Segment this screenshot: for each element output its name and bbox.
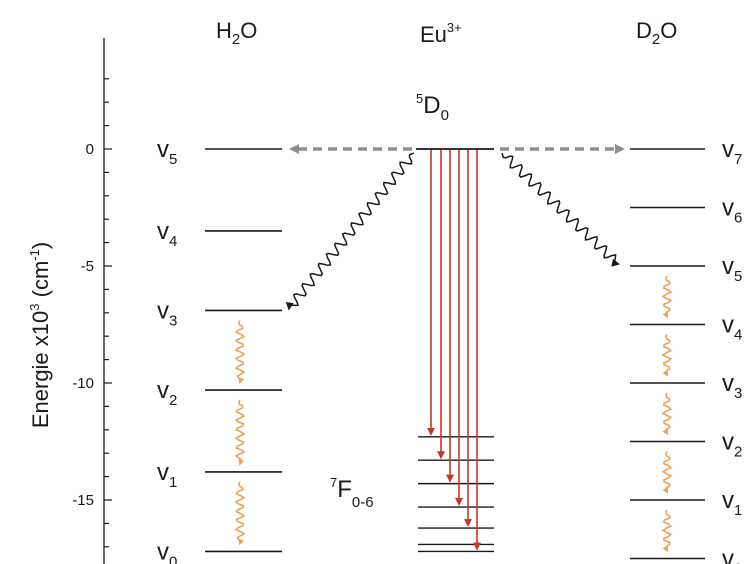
h2o-column-header: H2O xyxy=(216,18,257,48)
y-tick-label: -15 xyxy=(72,492,94,509)
transfer-arrow-to-h2o xyxy=(285,152,415,311)
h2o-level-label: v2 xyxy=(157,377,177,409)
y-axis-tick-labels: 0 -5 -10 -15 xyxy=(72,141,94,509)
h2o-vibrational-levels: v5 v4 v3 v2 v1 v0 xyxy=(157,136,282,564)
h2o-level-label: v3 xyxy=(157,297,177,329)
d2o-relaxation-arrow xyxy=(661,275,673,319)
eu-ground-manifold-label: 7F0-6 xyxy=(330,475,374,511)
h2o-level-label: v1 xyxy=(157,459,177,491)
h2o-relaxation-arrow xyxy=(234,320,246,384)
y-tick-label: 0 xyxy=(86,141,94,158)
transfer-arrow-to-d2o xyxy=(501,152,620,267)
y-axis-ticks xyxy=(104,78,112,548)
h2o-nonradiative-relaxation xyxy=(234,320,246,546)
y-axis-title: Energie x103 (cm-1) xyxy=(27,242,53,428)
d2o-level-label: v0 xyxy=(722,546,742,564)
d2o-relaxation-arrow xyxy=(661,509,673,553)
h2o-level-label: v4 xyxy=(157,218,177,250)
eu-energy-levels xyxy=(416,148,494,553)
eu-column-header: Eu3+ xyxy=(420,20,462,47)
d2o-level-label: v3 xyxy=(722,370,742,402)
d2o-nonradiative-relaxation xyxy=(661,275,673,553)
d2o-vibrational-levels: v7 v6 v5 v4 v3 v2 v1 v0 xyxy=(630,136,742,564)
eu-excited-state-label: 5D0 xyxy=(416,91,449,124)
d2o-relaxation-arrow xyxy=(661,392,673,436)
h2o-relaxation-arrow xyxy=(234,399,246,466)
y-tick-label: -5 xyxy=(81,258,94,275)
d2o-relaxation-arrow xyxy=(661,334,673,377)
h2o-level-label: v5 xyxy=(157,136,177,168)
d2o-level-label: v7 xyxy=(722,136,742,168)
d2o-level-label: v2 xyxy=(722,429,742,461)
d2o-level-label: v6 xyxy=(722,195,742,227)
radiative-emission-arrows xyxy=(427,150,481,551)
h2o-relaxation-arrow xyxy=(234,481,246,546)
y-axis: 0 -5 -10 -15 xyxy=(72,38,112,564)
d2o-level-label: v4 xyxy=(722,312,742,344)
d2o-column-header: D2O xyxy=(636,18,677,48)
y-tick-label: -10 xyxy=(72,375,94,392)
d2o-relaxation-arrow xyxy=(661,451,673,494)
d2o-level-label: v5 xyxy=(722,253,742,285)
h2o-level-label: v0 xyxy=(157,538,177,564)
nonradiative-transfer-arrows xyxy=(285,152,620,311)
d2o-level-label: v1 xyxy=(722,487,742,519)
